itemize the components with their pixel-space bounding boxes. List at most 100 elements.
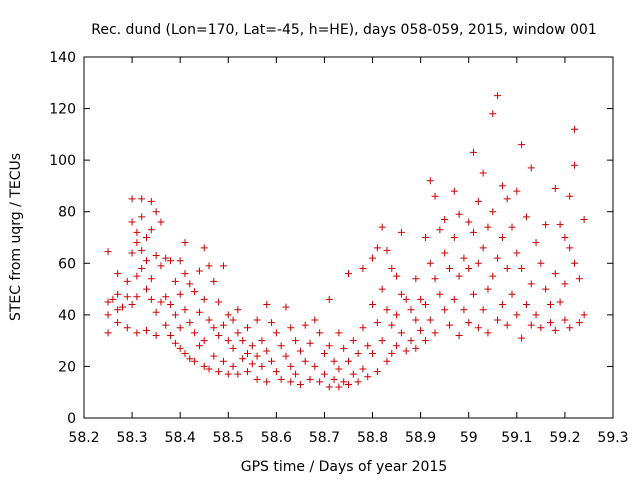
data-point	[349, 337, 357, 345]
data-point	[417, 326, 425, 334]
data-point	[561, 234, 569, 241]
data-point	[306, 375, 314, 383]
data-point	[210, 324, 218, 332]
data-point	[301, 357, 309, 365]
data-point	[205, 262, 213, 270]
data-point	[484, 329, 492, 337]
data-point	[311, 316, 319, 324]
data-point	[345, 357, 352, 365]
data-point	[138, 264, 146, 272]
data-point	[527, 164, 535, 172]
data-point	[426, 259, 434, 267]
x-tick-label: 58.7	[309, 430, 340, 446]
data-point	[479, 244, 487, 252]
x-tick-label: 58.2	[68, 430, 99, 446]
data-point	[335, 329, 343, 337]
data-point	[470, 290, 478, 298]
data-point	[527, 280, 535, 288]
data-point	[104, 298, 112, 306]
data-point	[417, 295, 425, 303]
data-point	[542, 221, 550, 229]
data-point	[513, 187, 521, 195]
data-point	[186, 319, 194, 327]
data-point	[566, 192, 574, 200]
data-point	[335, 383, 343, 391]
data-point	[426, 177, 434, 185]
data-point	[143, 285, 151, 293]
y-tick-label: 20	[58, 359, 76, 375]
data-point	[397, 290, 405, 298]
data-point	[181, 270, 189, 278]
data-point	[215, 298, 223, 306]
data-point	[388, 321, 396, 329]
data-point	[522, 301, 530, 309]
data-point	[527, 321, 535, 329]
data-point	[412, 275, 420, 283]
data-point	[455, 210, 463, 218]
data-point	[489, 272, 497, 280]
data-point	[301, 321, 309, 329]
data-point	[575, 319, 583, 327]
data-point	[431, 192, 439, 200]
data-point	[263, 301, 271, 309]
data-point	[123, 293, 131, 301]
x-tick-label: 59.1	[501, 430, 532, 446]
data-point	[191, 288, 199, 296]
x-tick-label: 58.3	[117, 430, 148, 446]
data-point	[518, 264, 526, 272]
data-point	[147, 197, 155, 205]
x-axis: 58.2 58.3 58.4 58.5 58.6 58.7 58.8 58.9 59 59.1 59…	[68, 57, 629, 446]
data-point	[518, 334, 526, 342]
data-point	[292, 370, 300, 378]
data-point	[195, 342, 203, 350]
data-point	[359, 324, 367, 332]
data-point	[128, 301, 136, 309]
data-point	[484, 223, 492, 231]
y-tick-label: 100	[49, 153, 76, 169]
data-point	[494, 254, 502, 262]
data-point	[508, 290, 516, 298]
data-point	[219, 321, 227, 329]
data-point	[277, 342, 285, 350]
data-point	[364, 342, 372, 350]
data-point	[537, 259, 545, 267]
data-point	[320, 370, 328, 378]
data-point	[369, 350, 377, 358]
data-point	[263, 378, 271, 386]
data-point	[205, 316, 213, 324]
data-point	[436, 226, 444, 234]
data-point	[219, 357, 227, 365]
data-point	[436, 290, 444, 298]
data-point	[162, 321, 170, 329]
data-point	[378, 337, 386, 345]
data-point	[128, 195, 136, 203]
data-point	[186, 355, 194, 363]
data-point	[551, 270, 559, 278]
data-series	[104, 92, 588, 391]
data-point	[503, 195, 511, 203]
data-point	[556, 298, 564, 306]
data-point	[546, 301, 554, 309]
data-point	[263, 347, 271, 355]
data-point	[474, 259, 482, 267]
data-point	[460, 306, 468, 314]
data-point	[157, 298, 165, 306]
data-point	[556, 221, 564, 229]
data-point	[104, 311, 112, 319]
data-point	[191, 329, 199, 337]
data-point	[253, 352, 261, 360]
data-point	[104, 329, 112, 337]
data-point	[450, 295, 458, 303]
data-point	[224, 311, 232, 319]
data-point	[109, 295, 117, 303]
y-axis: 0 20 40 60 80 100 120 140	[49, 50, 613, 427]
data-point	[128, 249, 136, 257]
y-axis-label: STEC from uqrg / TECUs	[8, 153, 24, 321]
data-point	[239, 337, 247, 345]
data-point	[316, 378, 324, 386]
plot-frame	[83, 56, 614, 419]
data-point	[484, 285, 492, 293]
data-point	[195, 308, 203, 316]
data-point	[542, 285, 550, 293]
y-tick-label: 0	[67, 411, 76, 427]
